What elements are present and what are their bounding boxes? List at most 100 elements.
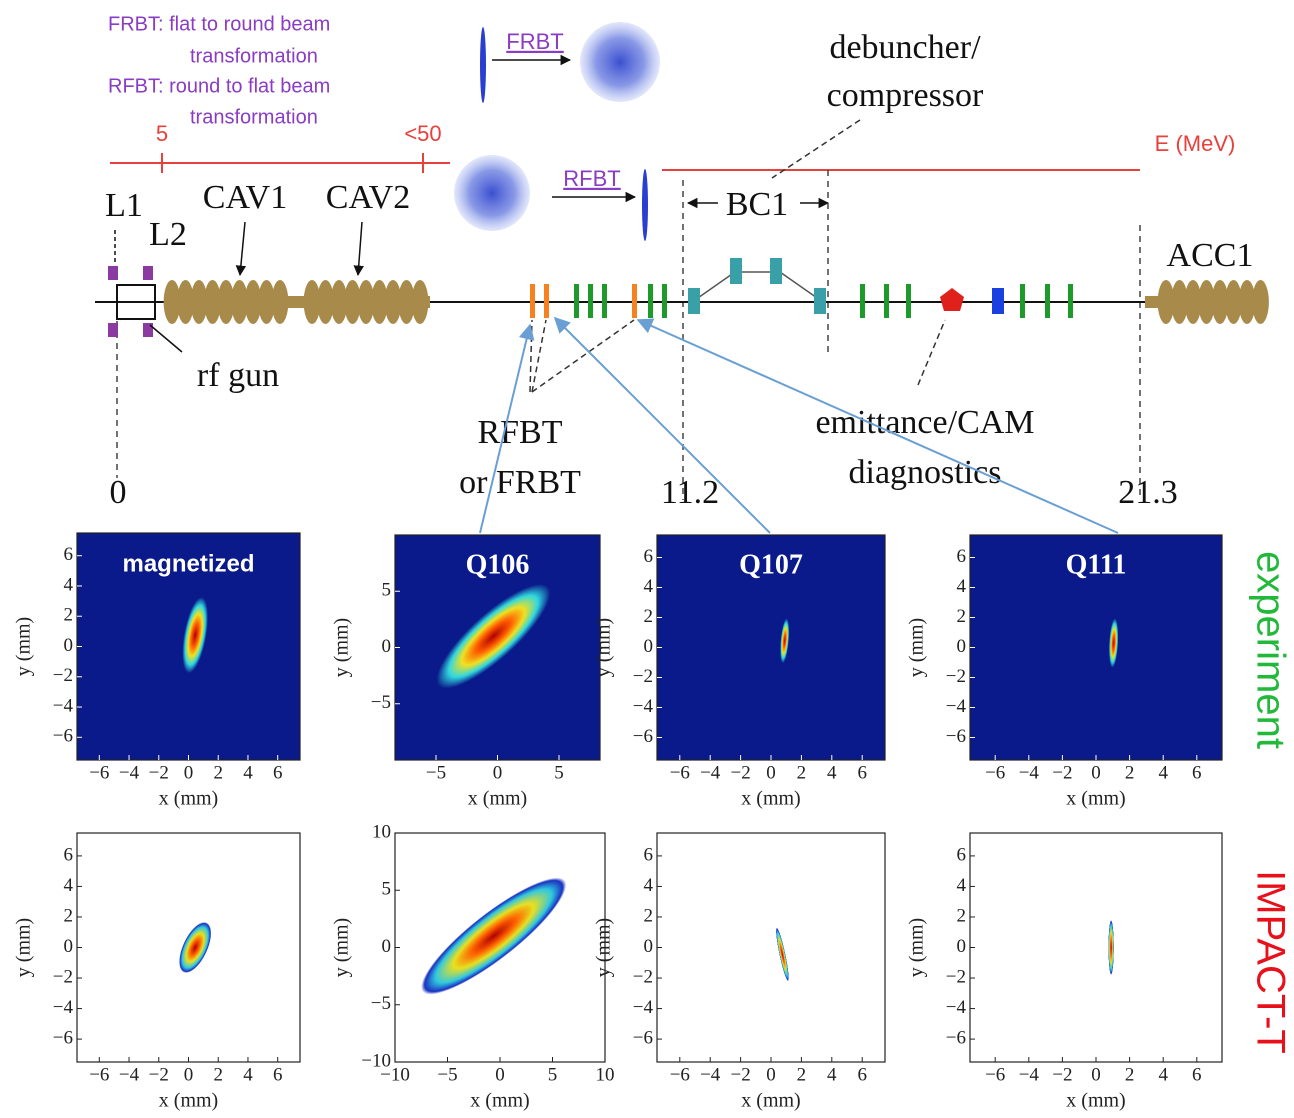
- x-tick-label: 2: [1125, 762, 1135, 783]
- y-tick-label: 0: [957, 936, 967, 957]
- y-axis-label: y (mm): [13, 918, 35, 977]
- row-label: IMPACT-T: [1248, 870, 1292, 1054]
- y-axis-label: y (mm): [906, 618, 928, 677]
- round-beam: [454, 155, 530, 231]
- x-tick-label: −4: [1019, 1064, 1040, 1085]
- panel-title: Q111: [1066, 549, 1127, 580]
- beam-image: [970, 833, 1222, 1062]
- x-tick-label: 0: [495, 1064, 505, 1085]
- cavity-pipe: [415, 296, 430, 308]
- y-axis-label: y (mm): [593, 618, 615, 677]
- x-tick-label: −2: [730, 762, 750, 783]
- y-tick-label: −4: [633, 696, 654, 717]
- y-axis-label: y (mm): [331, 918, 353, 977]
- x-tick-label: 6: [273, 1064, 283, 1085]
- x-tick-label: 2: [213, 1064, 223, 1085]
- x-axis-label: x (mm): [159, 788, 218, 810]
- diagnostic: [940, 288, 964, 311]
- y-tick-label: 4: [64, 875, 74, 896]
- label: L2: [149, 216, 187, 253]
- x-tick-label: 5: [554, 762, 564, 783]
- x-axis-label: x (mm): [1066, 788, 1125, 810]
- energy-mark: <50: [404, 121, 441, 146]
- y-tick-label: 4: [644, 576, 654, 597]
- panel-title: magnetized: [122, 550, 254, 577]
- x-tick-label: −6: [985, 762, 1005, 783]
- note: transformation: [190, 106, 318, 128]
- y-axis-label: y (mm): [906, 918, 928, 977]
- x-axis-label: x (mm): [741, 788, 800, 810]
- y-axis-label: y (mm): [13, 617, 35, 676]
- x-tick-label: 5: [548, 1064, 558, 1085]
- y-tick-label: 0: [64, 936, 74, 957]
- y-tick-label: 6: [957, 844, 967, 865]
- y-tick-label: 6: [957, 546, 967, 567]
- x-axis-label: x (mm): [468, 788, 527, 810]
- y-tick-label: 0: [382, 936, 392, 957]
- x-tick-label: 0: [766, 762, 776, 783]
- label: CAV2: [326, 179, 410, 216]
- y-tick-label: −2: [53, 966, 73, 987]
- x-tick-label: 0: [184, 1064, 194, 1085]
- x-tick-label: −2: [149, 762, 169, 783]
- y-tick-label: −6: [946, 726, 966, 747]
- y-tick-label: 2: [64, 905, 74, 926]
- cavity-cell: [1252, 280, 1269, 324]
- y-tick-label: 4: [644, 875, 654, 896]
- note: FRBT: flat to round beam: [108, 13, 330, 35]
- position: 0: [110, 474, 127, 511]
- x-tick-label: −5: [437, 1064, 457, 1085]
- y-axis-label: y (mm): [593, 918, 615, 977]
- note: transformation: [190, 45, 318, 67]
- position: 21.3: [1118, 474, 1178, 511]
- y-tick-label: 4: [957, 576, 967, 597]
- y-tick-label: 2: [64, 605, 74, 626]
- x-tick-label: 0: [184, 762, 194, 783]
- x-tick-label: 2: [213, 762, 223, 783]
- x-tick-label: 2: [797, 762, 807, 783]
- label: rf gun: [197, 357, 279, 394]
- x-tick-label: 2: [1125, 1064, 1135, 1085]
- x-tick-label: 4: [827, 1064, 837, 1085]
- y-tick-label: 4: [957, 875, 967, 896]
- y-tick-label: 5: [382, 879, 392, 900]
- y-tick-label: −6: [946, 1027, 966, 1048]
- y-tick-label: −6: [633, 1027, 653, 1048]
- x-tick-label: 6: [1192, 1064, 1202, 1085]
- inset-label: FRBT: [506, 29, 563, 54]
- x-tick-label: 4: [243, 1064, 253, 1085]
- x-tick-label: −4: [700, 762, 721, 783]
- inset-label: RFBT: [563, 166, 620, 191]
- y-tick-label: −6: [53, 726, 73, 747]
- label: debuncher/: [829, 29, 981, 66]
- y-tick-label: 6: [644, 844, 654, 865]
- y-tick-label: −2: [946, 666, 966, 687]
- note: RFBT: round to flat beam: [108, 75, 330, 97]
- x-tick-label: 4: [243, 762, 253, 783]
- x-tick-label: −2: [1052, 1064, 1072, 1085]
- y-tick-label: 0: [644, 936, 654, 957]
- y-tick-label: 5: [382, 580, 392, 601]
- y-tick-label: −4: [633, 997, 654, 1018]
- x-tick-label: −2: [730, 1064, 750, 1085]
- x-tick-label: −5: [426, 762, 446, 783]
- x-tick-label: 4: [1158, 762, 1168, 783]
- label: or FRBT: [459, 464, 581, 501]
- x-tick-label: 6: [857, 1064, 867, 1085]
- flat-beam: [480, 27, 486, 103]
- position: 11.2: [661, 474, 719, 511]
- y-tick-label: 0: [957, 636, 967, 657]
- label: BC1: [726, 186, 788, 223]
- figure: FRBT: flat to round beam transformation …: [0, 0, 1294, 1118]
- x-tick-label: 6: [1192, 762, 1202, 783]
- row-label: experiment: [1248, 551, 1292, 749]
- y-tick-label: 10: [372, 821, 391, 842]
- x-axis-label: x (mm): [159, 1090, 218, 1112]
- y-tick-label: 4: [64, 574, 74, 595]
- x-tick-label: −6: [89, 762, 109, 783]
- y-tick-label: −5: [371, 993, 391, 1014]
- y-tick-label: −4: [53, 997, 74, 1018]
- flat-beam: [642, 169, 648, 241]
- x-tick-label: −6: [670, 1064, 690, 1085]
